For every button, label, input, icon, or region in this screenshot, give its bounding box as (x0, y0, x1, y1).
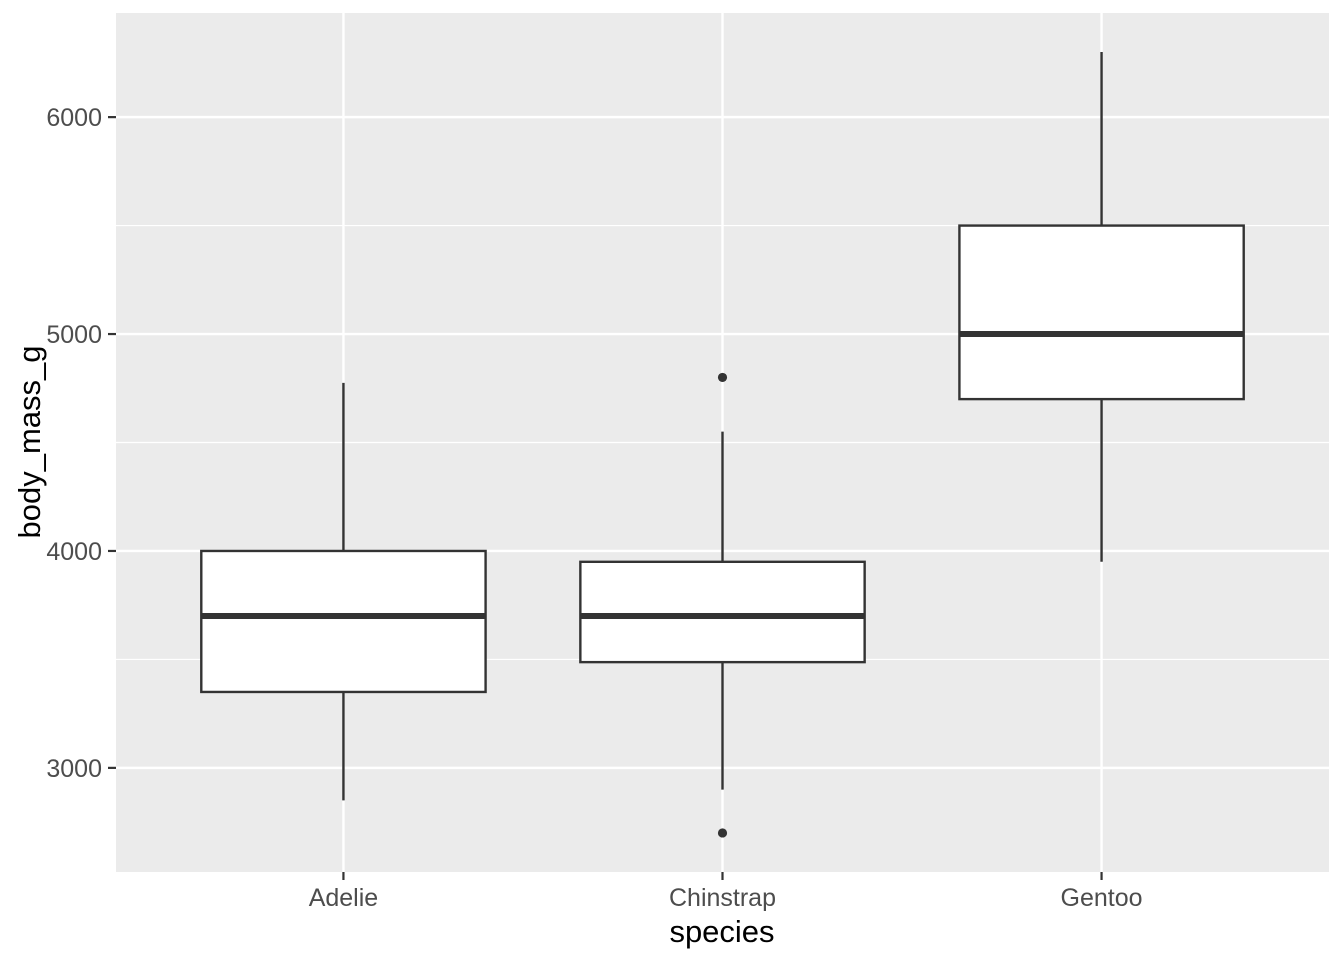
y-tick-label-6000: 6000 (46, 104, 102, 132)
box-chinstrap (579, 560, 866, 664)
axis-layer: 3000 4000 5000 6000 Adelie Chinstrap Gentoo (46, 104, 1142, 912)
outlier-chinstrap-4800 (717, 372, 728, 383)
outlier-chinstrap-2700 (717, 828, 728, 838)
x-axis-title: species (669, 914, 774, 949)
y-tick-label-3000: 3000 (46, 755, 102, 783)
x-tick-label-gentoo: Gentoo (1061, 884, 1143, 912)
box-gentoo (958, 224, 1245, 401)
y-tick-label-4000: 4000 (46, 538, 102, 566)
x-tick-label-chinstrap: Chinstrap (669, 884, 776, 912)
x-tick-label-adelie: Adelie (309, 884, 379, 912)
y-axis-title: body_mass_g (12, 345, 47, 538)
y-tick-label-5000: 5000 (46, 321, 102, 349)
panel-layer (116, 13, 1329, 872)
box-adelie (200, 549, 487, 694)
